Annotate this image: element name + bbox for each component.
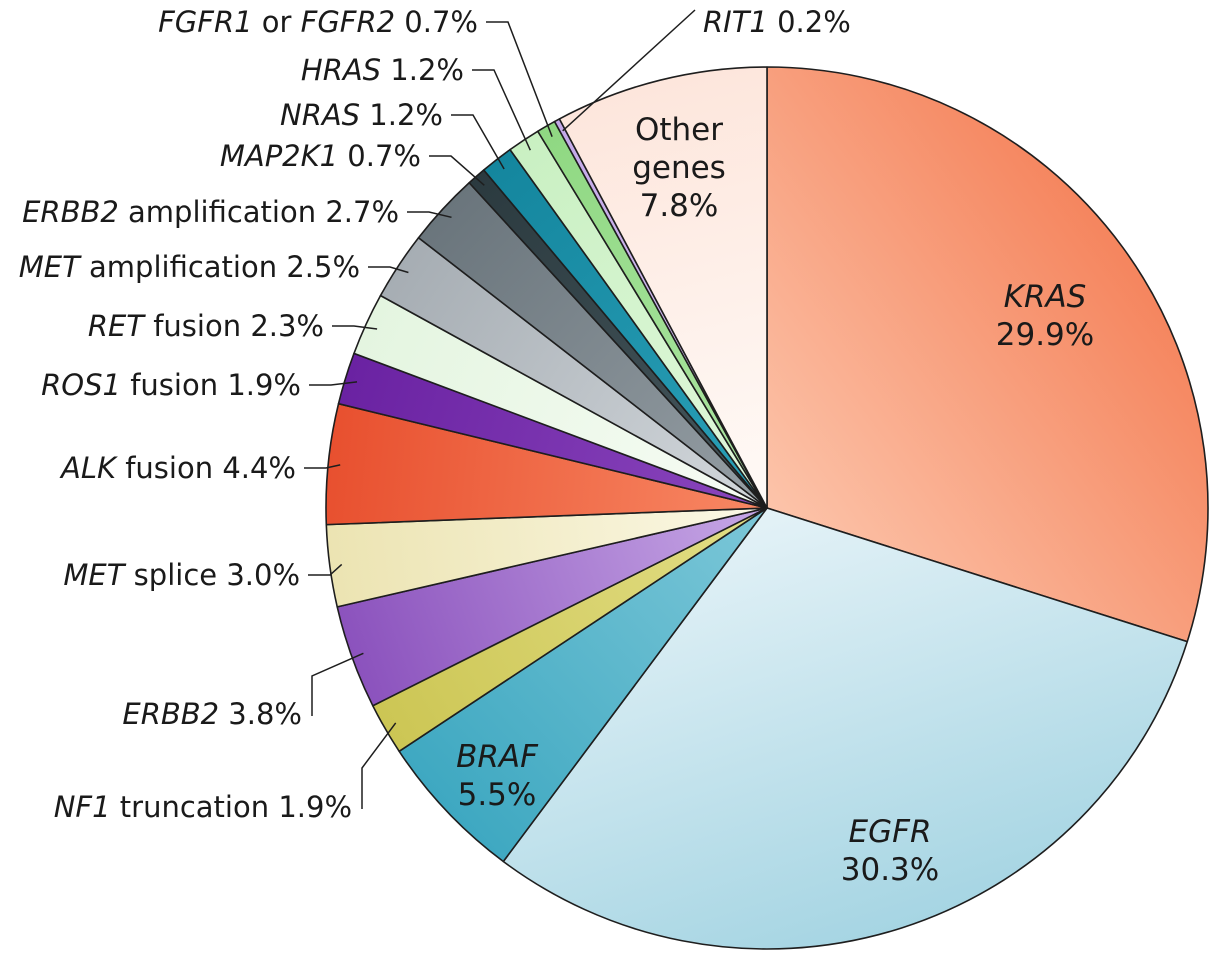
label-egfr: EGFR 30.3% [841, 814, 939, 888]
label-met-amplification: MET amplification 2.5% [19, 250, 360, 284]
leader-rit1 [562, 9, 696, 132]
leader-erbb2 [311, 652, 364, 716]
label-nf1-truncation: NF1 truncation 1.9% [54, 790, 352, 824]
leader-met-splice [308, 563, 343, 576]
label-hras: HRAS 1.2% [301, 53, 464, 87]
slice-braf [398, 507, 768, 863]
label-fgfr1-fgfr2-or: FGFR1 or FGFR2 0.7% [158, 5, 478, 39]
label-map2k1: MAP2K1 0.7% [220, 139, 421, 173]
pie-slices [325, 66, 1209, 950]
slice-kras [766, 66, 1209, 643]
leader-nf1-truncation [361, 722, 397, 809]
leader-met-amplification [368, 266, 409, 274]
leader-nras [451, 114, 505, 170]
slice-egfr [502, 507, 1189, 950]
label-kras: KRAS 29.9% [996, 279, 1094, 353]
label-other-genes: Other genes 7.8% [632, 112, 726, 224]
leader-alk-fusion [304, 464, 341, 469]
leader-ret-fusion [332, 325, 378, 330]
label-erbb2: ERBB2 3.8% [122, 697, 302, 731]
label-ros1-fusion: ROS1 fusion 1.9% [41, 368, 301, 402]
slice-labels: KRAS 29.9% EGFR 30.3% BRAF 5.5% NF1 truncation… [19, 5, 1094, 888]
slice-other-genes [558, 66, 768, 509]
label-ret-fusion: RET fusion 2.3% [88, 309, 324, 343]
label-rit1: RIT1 0.2% [703, 5, 851, 39]
label-braf: BRAF 5.5% [456, 739, 539, 813]
leader-map2k1 [429, 155, 485, 186]
label-erbb2-amplification: ERBB2 amplification 2.7% [22, 195, 399, 229]
label-met-splice: MET splice 3.0% [63, 558, 300, 592]
leader-fgfr1-fgfr2-or [486, 21, 553, 137]
leader-erbb2-amplification [407, 211, 452, 219]
leader-ros1-fusion [309, 381, 358, 386]
label-alk-fusion: ALK fusion 4.4% [59, 451, 296, 485]
leader-lines [304, 9, 696, 809]
label-nras: NRAS 1.2% [280, 98, 443, 132]
leader-hras [472, 69, 531, 151]
